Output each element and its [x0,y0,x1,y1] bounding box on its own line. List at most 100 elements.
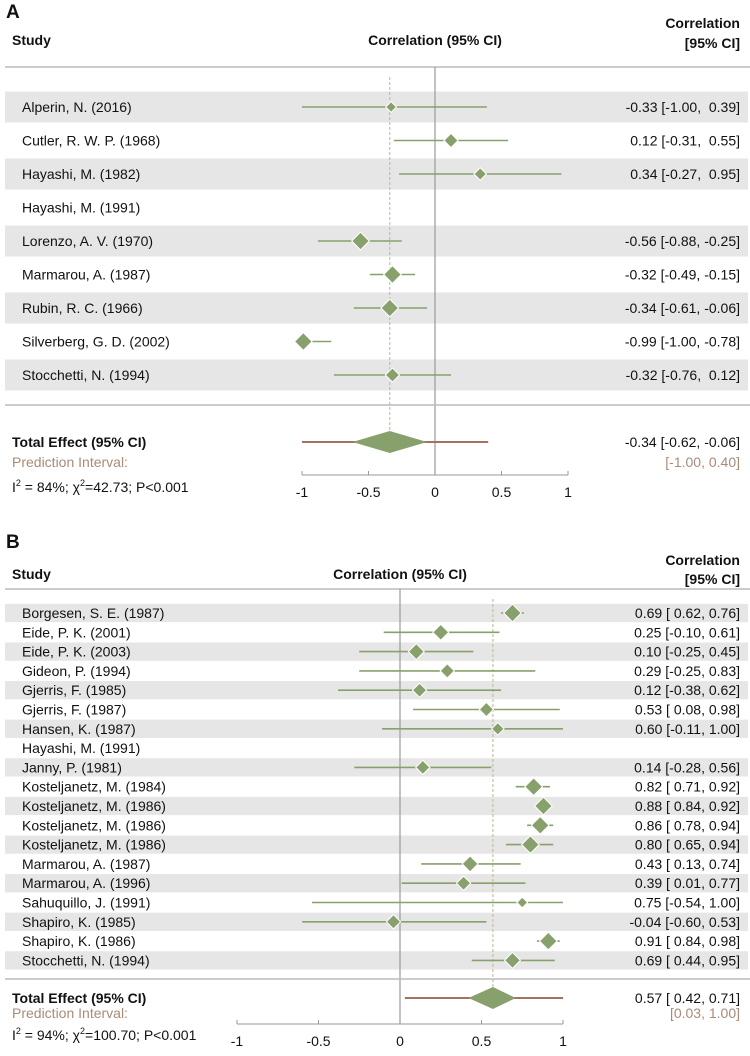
ci-value: 0.82 [ 0.71, 0.92] [635,779,740,795]
prediction-interval-value: [-1.00, 0.40] [665,454,740,470]
study-name: Kosteljanetz, M. (1986) [22,817,166,833]
x-tick-label: 0.5 [492,484,512,500]
ci-value: 0.25 [-0.10, 0.61] [634,624,740,640]
study-name: Hayashi, M. (1991) [22,740,140,756]
ci-value: 0.10 [-0.25, 0.45] [634,644,740,660]
study-row: Gjerris, F. (1987) 0.53 [ 0.08, 0.98] [22,702,740,718]
ci-value: 0.14 [-0.28, 0.56] [634,759,740,775]
study-row: Kosteljanetz, M. (1986) 0.80 [ 0.65, 0.94… [22,835,740,855]
total-effect-diamond [352,431,428,453]
study-row: Rubin, R. C. (1966) -0.34 [-0.61, -0.06] [22,298,740,318]
header-value-line1: Correlation [665,552,740,568]
study-name: Marmarou, A. (1987) [22,856,150,872]
row-band [5,719,748,738]
effect-marker [411,682,428,699]
study-name: Silverberg, G. D. (2002) [22,334,170,350]
row-band [5,835,748,854]
panel-label: A [6,2,20,23]
x-tick-label: 1 [564,484,572,500]
effect-marker [455,875,472,892]
panel-a: A Study Correlation (95% CI) Correlation [95… [5,2,750,500]
study-name: Borgesen, S. E. (1987) [22,605,164,621]
effect-marker [385,100,398,114]
effect-marker [407,642,425,661]
study-name: Hayashi, M. (1982) [22,166,140,182]
effect-marker [502,603,522,623]
prediction-interval-value: [0.03, 1.00] [670,1005,740,1021]
ci-value: -0.34 [-0.61, -0.06] [625,300,740,316]
i2-value: = 84%; [21,479,73,495]
effect-marker [520,835,540,855]
row-band [5,158,748,190]
chi2-p-value: =100.70; P<0.001 [85,1027,197,1043]
superscript: 2 [16,1026,21,1036]
study-row: Shapiro, K. (1985) -0.04 [-0.60, 0.53] [22,914,740,930]
study-row: Marmarou, A. (1987) -0.32 [-0.49, -0.15] [22,264,740,285]
heterogeneity-stats: I2 = 84%; χ2=42.73; P<0.001 [12,478,189,495]
effect-marker [533,796,553,816]
x-tick-label: -1 [231,1033,244,1049]
study-name: Janny, P. (1981) [22,759,122,775]
heterogeneity-stats: I2 = 94%; χ2=100.70; P<0.001 [12,1026,197,1043]
effect-marker [461,855,479,873]
total-effect-label: Total Effect (95% CI) [12,434,146,450]
study-row: Stocchetti, N. (1994) -0.32 [-0.76, 0.12] [22,367,740,383]
study-row: Kosteljanetz, M. (1984) 0.82 [ 0.71, 0.92… [22,777,740,797]
effect-marker [478,701,495,718]
ci-value: 0.12 [-0.38, 0.62] [634,682,740,698]
study-name: Shapiro, K. (1986) [22,933,136,949]
total-effect-value: 0.57 [ 0.42, 0.71] [635,990,740,1006]
study-name: Gideon, P. (1994) [22,663,131,679]
ci-value: 0.75 [-0.54, 1.00] [634,895,740,911]
study-row: Borgesen, S. E. (1987) 0.69 [ 0.62, 0.76] [22,603,740,623]
study-name: Hansen, K. (1987) [22,721,136,737]
ci-value: 0.91 [ 0.84, 0.98] [635,933,740,949]
study-name: Stocchetti, N. (1994) [22,952,150,968]
ci-value: 0.86 [ 0.78, 0.94] [635,817,740,833]
study-row: Sahuquillo, J. (1991) 0.75 [-0.54, 1.00] [22,895,740,911]
study-row: Shapiro, K. (1986) 0.91 [ 0.84, 0.98] [22,931,740,951]
panel-label: B [6,532,20,553]
header-study: Study [12,566,51,582]
study-row: Marmarou, A. (1996) 0.39 [ 0.01, 0.77] [22,875,740,891]
study-name: Shapiro, K. (1985) [22,914,136,930]
prediction-interval-label: Prediction Interval: [12,454,128,470]
effect-marker [490,721,505,736]
ci-value: 0.43 [ 0.13, 0.74] [635,856,740,872]
header-plot: Correlation (95% CI) [333,566,467,582]
ci-value: 0.88 [ 0.84, 0.92] [635,798,740,814]
study-name: Kosteljanetz, M. (1986) [22,798,166,814]
prediction-interval-label: Prediction Interval: [12,1005,128,1021]
ci-value: 0.69 [ 0.62, 0.76] [635,605,740,621]
x-tick-label: 1 [559,1033,567,1049]
x-tick-label: 0.5 [472,1033,492,1049]
total-effect-label: Total Effect (95% CI) [12,990,146,1006]
chi-symbol: χ [73,1027,81,1043]
ci-value: -0.56 [-0.88, -0.25] [625,233,740,249]
effect-marker [382,264,402,285]
study-name: Gjerris, F. (1985) [22,682,126,698]
study-row: Eide, P. K. (2001) 0.25 [-0.10, 0.61] [22,623,740,641]
ci-value: 0.34 [-0.27, 0.95] [630,166,740,182]
effect-marker [293,331,313,352]
ci-value: -0.04 [-0.60, 0.53] [629,914,740,930]
study-row: Silverberg, G. D. (2002) -0.99 [-1.00, -0… [22,331,740,352]
x-tick-label: -1 [296,484,309,500]
ci-value: -0.32 [-0.49, -0.15] [625,267,740,283]
study-name: Kosteljanetz, M. (1984) [22,779,166,795]
x-tick-label: -0.5 [356,484,380,500]
study-name: Marmarou, A. (1987) [22,267,150,283]
study-row: Janny, P. (1981) 0.14 [-0.28, 0.56] [22,759,740,775]
header-value-line2: [95% CI] [685,571,740,587]
study-row: Gjerris, F. (1985) 0.12 [-0.38, 0.62] [22,682,740,698]
study-row: Kosteljanetz, M. (1986) 0.86 [ 0.78, 0.94… [22,815,740,835]
study-row: Stocchetti, N. (1994) 0.69 [ 0.44, 0.95] [22,951,740,970]
effect-marker [384,367,401,383]
study-name: Alperin, N. (2016) [22,99,132,115]
total-effect-diamond [468,987,516,1009]
study-name: Hayashi, M. (1991) [22,200,140,216]
i2-symbol: I [12,479,16,495]
ci-value: 0.53 [ 0.08, 0.98] [635,702,740,718]
effect-marker [380,298,400,318]
